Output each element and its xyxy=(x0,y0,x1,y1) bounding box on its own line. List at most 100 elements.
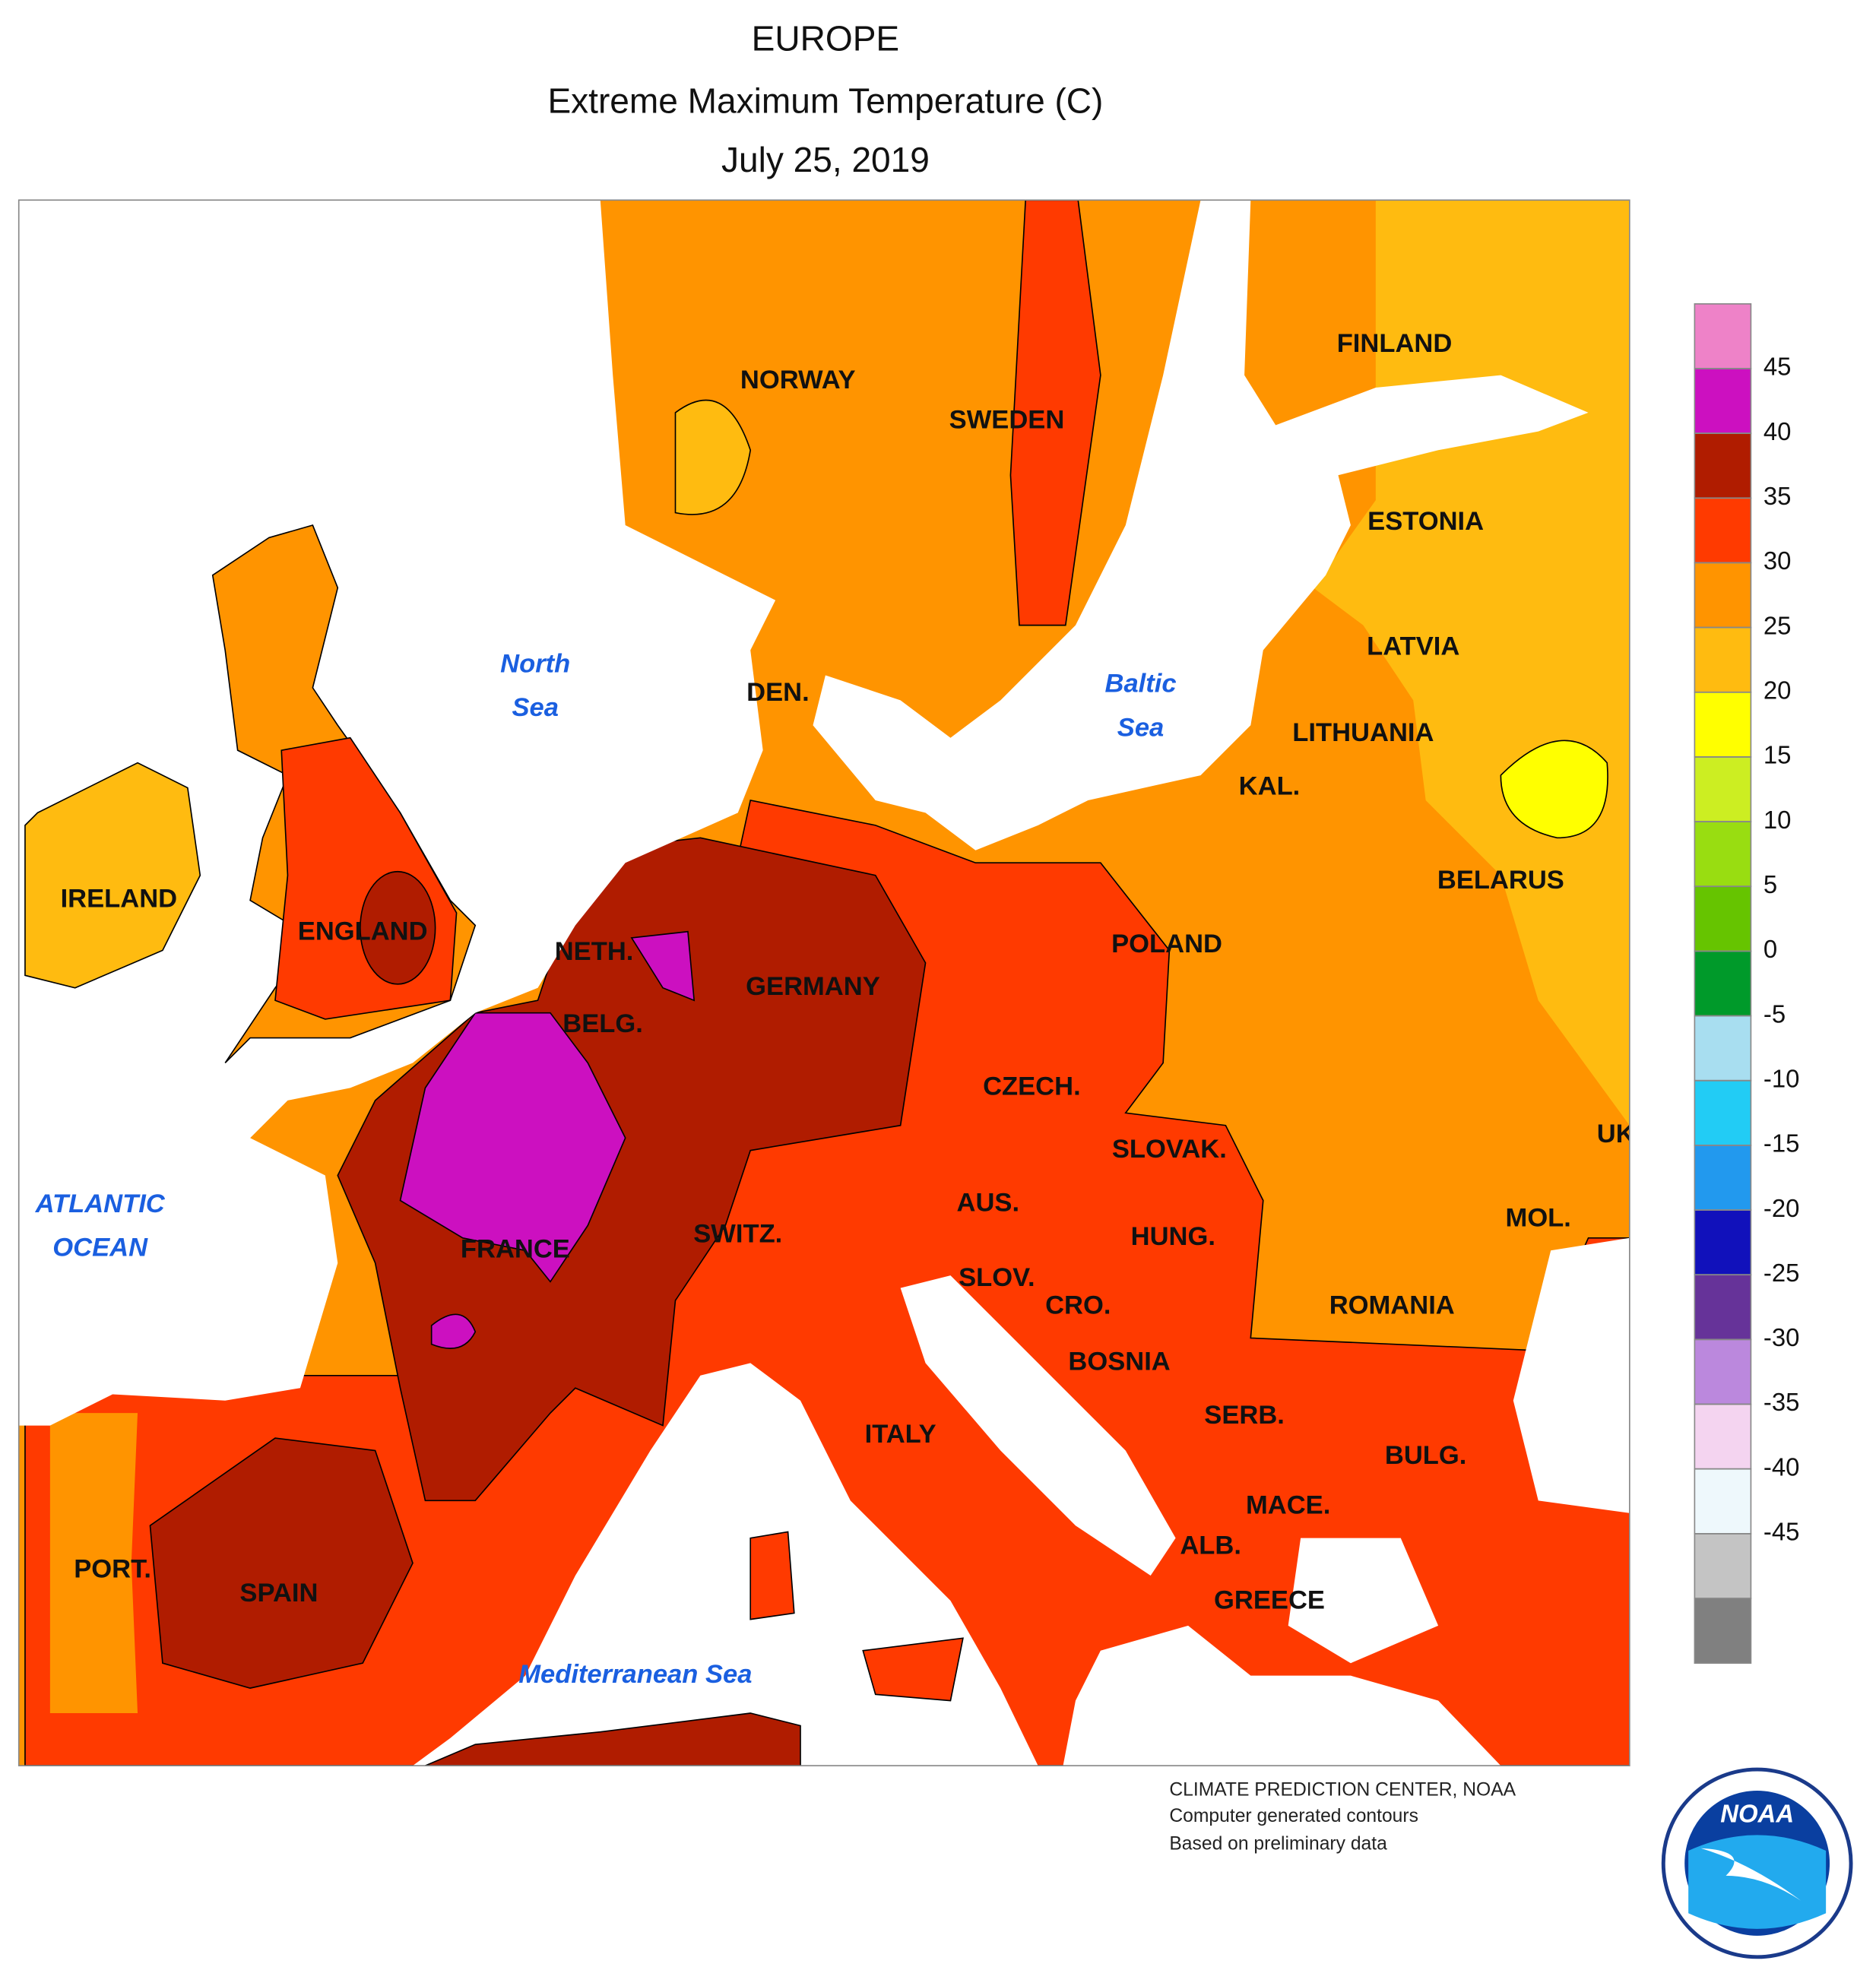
country-label: MACE. xyxy=(1246,1491,1330,1520)
country-label: SERB. xyxy=(1204,1401,1285,1430)
legend-swatch xyxy=(1694,432,1752,499)
country-label: IRELAND xyxy=(61,885,178,914)
map-frame xyxy=(17,199,1630,1766)
water-label: Mediterranean Sea xyxy=(518,1660,752,1689)
country-label: BELARUS xyxy=(1437,866,1564,895)
legend-swatch xyxy=(1694,1079,1752,1146)
region-very-hot xyxy=(149,1437,414,1689)
legend-tick-label: 0 xyxy=(1764,935,1777,963)
sea xyxy=(1288,1538,1439,1664)
legend-tick-label: -15 xyxy=(1764,1129,1800,1158)
labels: NORWAY SWEDEN FINLAND ESTONIA LATVIA LITHUANI… xyxy=(35,329,1635,1689)
legend-tick-label: -10 xyxy=(1764,1064,1800,1092)
legend-tick-label: -45 xyxy=(1764,1518,1800,1546)
country-label: CRO. xyxy=(1045,1291,1111,1319)
region-mild xyxy=(1500,740,1608,839)
country-label: GREECE xyxy=(1214,1586,1325,1615)
country-label: SLOV. xyxy=(959,1263,1035,1292)
legend-tick-label: 35 xyxy=(1764,482,1792,510)
legend-swatch xyxy=(1694,691,1752,758)
legend-swatch xyxy=(1694,562,1752,629)
legend-swatch xyxy=(1694,1598,1752,1665)
legend-swatch xyxy=(1694,1209,1752,1276)
legend-swatch xyxy=(1694,497,1752,564)
subtitle: Extreme Maximum Temperature (C) xyxy=(547,81,1103,121)
legend-tick-label: 45 xyxy=(1764,353,1792,381)
legend-swatch xyxy=(1694,756,1752,822)
logo-water xyxy=(1688,1835,1827,1929)
legend-swatch xyxy=(1694,626,1752,693)
legend-tick-label: 40 xyxy=(1764,417,1792,445)
country-label: FINLAND xyxy=(1337,329,1453,358)
credit: Based on preliminary data xyxy=(1169,1833,1387,1854)
country-label: BOSNIA xyxy=(1068,1347,1170,1376)
sea xyxy=(1513,1237,1630,1513)
country-label: ALB. xyxy=(1180,1531,1241,1560)
region-very-hot xyxy=(360,870,436,985)
legend-tick-label: -40 xyxy=(1764,1452,1800,1481)
water-label: Baltic xyxy=(1104,670,1176,698)
country-label: UK xyxy=(1597,1120,1635,1148)
country-label: SWITZ. xyxy=(693,1220,782,1249)
legend-swatch xyxy=(1694,1274,1752,1341)
country-label: CZECH. xyxy=(983,1072,1081,1101)
country-label: ENGLAND xyxy=(298,917,428,945)
legend-tick-label: 20 xyxy=(1764,676,1792,704)
legend-swatch xyxy=(1694,1015,1752,1082)
region-hot xyxy=(1009,200,1101,626)
country-label: MOL. xyxy=(1506,1203,1571,1232)
legend-swatch xyxy=(1694,368,1752,434)
legend: 45 40 35 30 25 20 15 10 5 0 -5 -10 -15 -20 -25 -30 -35 -4… xyxy=(1694,302,1800,1665)
region-warm xyxy=(674,399,752,515)
legend-tick-label: -30 xyxy=(1764,1323,1800,1351)
country-label: NETH. xyxy=(555,937,634,966)
island xyxy=(749,1531,795,1620)
sea xyxy=(900,1275,1176,1576)
legend-swatch xyxy=(1694,1145,1752,1211)
country-label: FRANCE xyxy=(461,1234,570,1263)
water-label: ATLANTIC xyxy=(35,1189,166,1218)
country-label: AUS. xyxy=(957,1189,1020,1218)
legend-swatch xyxy=(1694,302,1752,369)
legend-swatch xyxy=(1694,1338,1752,1405)
sea xyxy=(813,200,1589,850)
region-extreme xyxy=(630,930,696,1002)
country-label: GERMANY xyxy=(746,972,880,1001)
country-label: BULG. xyxy=(1385,1441,1466,1470)
map: NORWAY SWEDEN FINLAND ESTONIA LATVIA LITHUANI… xyxy=(18,200,1635,1766)
legend-tick-label: 30 xyxy=(1764,546,1792,575)
country-label: SLOVAK. xyxy=(1112,1135,1227,1164)
country-label: KAL. xyxy=(1239,772,1301,801)
country-label: ITALY xyxy=(865,1420,936,1449)
legend-tick-label: 15 xyxy=(1764,741,1792,769)
noaa-logo: NOAA xyxy=(1661,1767,1853,1959)
country-label: PORT. xyxy=(74,1555,151,1584)
legend-swatch xyxy=(1694,950,1752,1017)
water-label: Sea xyxy=(1117,713,1164,742)
country-label: BELG. xyxy=(562,1009,643,1038)
country-label: POLAND xyxy=(1111,930,1222,958)
region-extreme xyxy=(399,1012,626,1283)
legend-tick-label: 10 xyxy=(1764,806,1792,834)
legend-tick-label: -20 xyxy=(1764,1194,1800,1222)
water-label: Sea xyxy=(512,693,558,722)
country-label: ROMANIA xyxy=(1329,1291,1455,1319)
region-hot xyxy=(24,800,1630,1766)
legend-swatch xyxy=(1694,1533,1752,1599)
legend-swatch xyxy=(1694,1468,1752,1535)
water-label: OCEAN xyxy=(52,1234,148,1262)
sea xyxy=(1063,1625,1501,1766)
legend-tick-label: 25 xyxy=(1764,611,1792,639)
logo-text: NOAA xyxy=(1720,1800,1794,1828)
date: July 25, 2019 xyxy=(721,140,930,179)
credit: CLIMATE PREDICTION CENTER, NOAA xyxy=(1169,1780,1516,1801)
country-label: SPAIN xyxy=(239,1579,318,1607)
island xyxy=(862,1637,964,1702)
region-warm xyxy=(49,1413,138,1714)
ireland xyxy=(24,762,201,989)
country-label: LITHUANIA xyxy=(1292,718,1434,747)
legend-tick-label: 5 xyxy=(1764,870,1777,898)
region-extreme xyxy=(430,1313,477,1349)
country-label: NORWAY xyxy=(740,366,856,394)
